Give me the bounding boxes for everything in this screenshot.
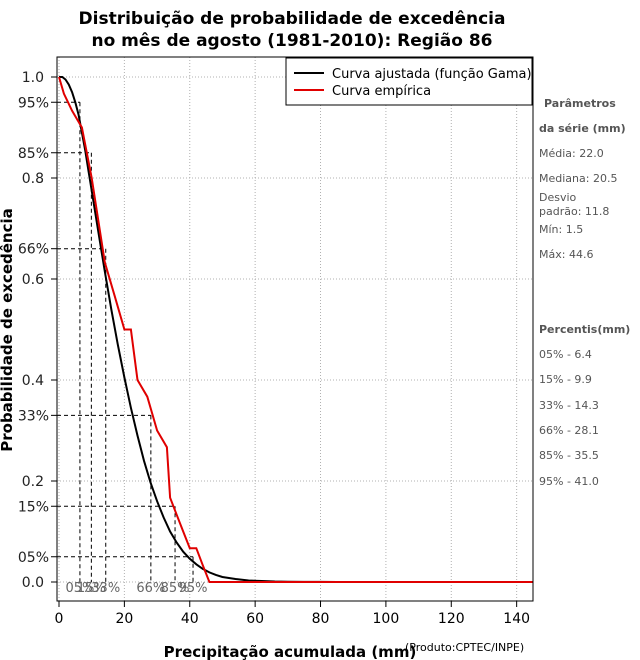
x-tick-label: 0 — [55, 611, 64, 627]
percentil-item: 05% - 6.4 — [539, 348, 592, 361]
percentil-item: 95% - 41.0 — [539, 475, 599, 488]
x-percentile-label: 66% — [136, 581, 165, 596]
series-line-fitted-gamma — [59, 76, 337, 583]
side-panel: Parâmetros da série (mm) Média: 22.0 Med… — [539, 97, 630, 488]
plot-frame — [56, 56, 534, 602]
y-percentile-label: 15% — [18, 499, 49, 515]
x-tick-label: 120 — [438, 611, 465, 627]
legend-label-fitted: Curva ajustada (função Gama) — [332, 67, 532, 82]
y-tick-label: 0.0 — [22, 575, 44, 591]
y-percentile-label: 33% — [18, 408, 49, 424]
legend-box — [285, 57, 533, 106]
param-desvio-2: padrão: 11.8 — [539, 205, 609, 218]
x-percentile-labels: 05%15%33% 66%85%95% — [65, 581, 207, 596]
x-percentile-label: 85% — [161, 581, 190, 596]
x-percentile-label: 15% — [77, 581, 106, 596]
y-tick-label: 0.2 — [22, 474, 44, 490]
y-percentile-label: 05% — [18, 550, 49, 566]
x-tick-label: 20 — [115, 611, 133, 627]
legend: Curva ajustada (função Gama) Curva empír… — [285, 57, 533, 106]
x-percentile-label: 95% — [179, 581, 208, 596]
percentil-item: 15% - 9.9 — [539, 373, 592, 386]
x-tick-label: 40 — [181, 611, 199, 627]
param-mediana: Mediana: 20.5 — [539, 172, 617, 185]
y-percentile-labels: 95% 85% 66% 33% 15% 05% — [18, 95, 57, 566]
series-line-empirical — [58, 76, 533, 583]
x-axis-label: Precipitação acumulada (mm) — [164, 643, 417, 660]
y-axis-label: Probabilidade de excedência — [0, 208, 16, 452]
percentil-item: 85% - 35.5 — [539, 449, 599, 462]
y-tick-label: 0.4 — [22, 373, 44, 389]
y-tick-label: 0.8 — [22, 171, 44, 187]
param-media: Média: 22.0 — [539, 147, 604, 160]
y-tick-label: 0.6 — [22, 272, 44, 288]
x-tick-label: 140 — [503, 611, 530, 627]
percentis-heading: Percentis(mm) — [539, 323, 630, 336]
legend-label-empirical: Curva empírica — [332, 84, 431, 99]
params-heading-1: Parâmetros — [544, 97, 616, 110]
params-heading-2: da série (mm) — [539, 122, 626, 135]
chart-title-line1: Distribuição de probabilidade de excedên… — [79, 9, 506, 29]
x-tick-label: 100 — [373, 611, 400, 627]
param-max: Máx: 44.6 — [539, 248, 593, 261]
x-percentile-label: 33% — [91, 581, 120, 596]
series-group — [58, 76, 533, 583]
param-min: Mín: 1.5 — [539, 223, 583, 236]
percentile-reference-lines — [57, 101, 194, 582]
y-tick-label: 1.0 — [22, 70, 44, 86]
percentil-item: 66% - 28.1 — [539, 424, 599, 437]
y-axis-ticks: 0.0 0.2 0.4 0.6 0.8 1.0 — [22, 70, 57, 591]
x-tick-label: 60 — [246, 611, 264, 627]
x-percentile-label: 05% — [65, 581, 94, 596]
x-tick-label: 80 — [312, 611, 330, 627]
percentil-item: 33% - 14.3 — [539, 399, 599, 412]
y-percentile-label: 66% — [18, 242, 49, 258]
x-axis-ticks: 0 20 40 60 80 100 120 140 — [55, 601, 530, 627]
credit-label: (Produto:CPTEC/INPE) — [405, 641, 524, 654]
chart-title-line2: no mês de agosto (1981-2010): Região 86 — [91, 31, 492, 51]
y-percentile-label: 85% — [18, 146, 49, 162]
param-desvio-1: Desvio — [539, 191, 577, 204]
y-percentile-label: 95% — [18, 95, 49, 111]
